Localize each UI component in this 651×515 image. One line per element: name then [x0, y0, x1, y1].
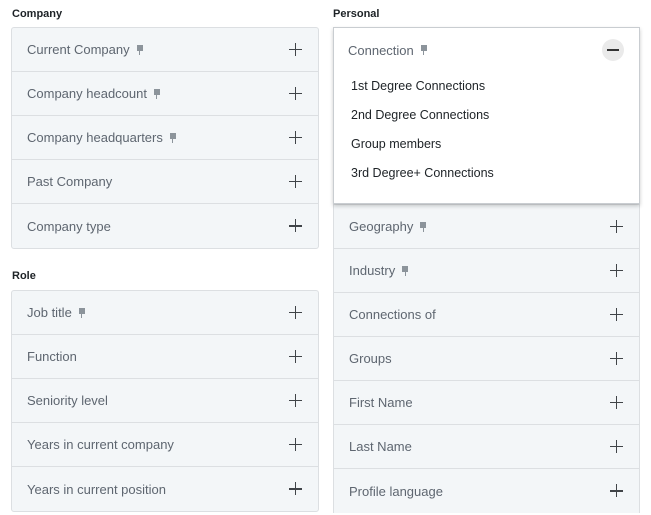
filter-label: Industry: [349, 263, 396, 278]
filter-label: Groups: [349, 351, 392, 366]
personal-filter-list: Geography Industry Connections of Groups Fir…: [333, 160, 640, 513]
filter-years-in-current-company[interactable]: Years in current company: [12, 423, 318, 467]
filter-label: Geography: [349, 219, 414, 234]
collapse-minus-icon[interactable]: [602, 39, 624, 61]
filter-label: Years in current company: [27, 437, 174, 452]
filter-first-name[interactable]: First Name: [334, 381, 639, 425]
pin-icon: [153, 88, 161, 99]
add-plus-icon[interactable]: [289, 305, 303, 320]
filter-geography[interactable]: Geography: [334, 205, 639, 249]
filter-label-wrap: Groups: [349, 351, 610, 366]
company-section-label: Company: [12, 8, 63, 20]
filter-label-wrap: First Name: [349, 395, 610, 410]
add-plus-icon[interactable]: [289, 42, 303, 57]
filter-label-wrap: Past Company: [27, 174, 289, 189]
filter-label: Company type: [27, 218, 111, 234]
add-plus-icon[interactable]: [610, 439, 624, 454]
pin-icon: [169, 132, 177, 143]
filter-company-headcount[interactable]: Company headcount: [12, 72, 318, 116]
filter-past-company[interactable]: Past Company: [12, 160, 318, 204]
filter-label-wrap: Profile language: [349, 484, 610, 499]
filter-label-wrap: Seniority level: [27, 393, 289, 408]
add-plus-icon[interactable]: [610, 307, 624, 322]
filter-profile-language[interactable]: Profile language: [334, 469, 639, 513]
filter-function[interactable]: Function: [12, 335, 318, 379]
filter-current-company[interactable]: Current Company: [12, 28, 318, 72]
filter-label-wrap: Geography: [349, 219, 610, 234]
connection-option[interactable]: 3rd Degree+ Connections: [351, 166, 494, 180]
filter-years-in-current-position[interactable]: Years in current position: [12, 467, 318, 511]
add-plus-icon[interactable]: [610, 484, 624, 498]
pin-icon: [419, 221, 427, 232]
connection-options: 1st Degree Connections 2nd Degree Connec…: [348, 72, 639, 188]
connection-option[interactable]: 2nd Degree Connections: [351, 108, 490, 122]
add-plus-icon[interactable]: [289, 349, 303, 364]
filter-label-wrap: Connections of: [349, 307, 610, 322]
filter-label: Job title: [27, 305, 72, 320]
add-plus-icon[interactable]: [289, 130, 303, 145]
filter-label-wrap: Job title: [27, 305, 289, 320]
add-plus-icon[interactable]: [289, 437, 303, 452]
filter-label-wrap: Company type: [27, 219, 289, 234]
connection-filter-label: Connection: [348, 42, 414, 58]
filter-company-type[interactable]: Company type: [12, 204, 318, 248]
filter-label: Last Name: [349, 439, 412, 454]
filter-label: First Name: [349, 395, 413, 410]
role-section-label: Role: [12, 270, 36, 282]
filter-label-wrap: Years in current position: [27, 482, 289, 497]
filter-label-wrap: Company headcount: [27, 86, 289, 101]
add-plus-icon[interactable]: [610, 263, 624, 278]
filter-last-name[interactable]: Last Name: [334, 425, 639, 469]
connection-option[interactable]: Group members: [351, 137, 442, 151]
filter-label: Past Company: [27, 174, 113, 189]
filter-label: Company headcount: [27, 86, 147, 101]
add-plus-icon[interactable]: [610, 395, 624, 410]
filter-label-wrap: Years in current company: [27, 437, 289, 452]
filter-label-wrap: Current Company: [27, 42, 289, 57]
connection-option[interactable]: 1st Degree Connections: [351, 79, 486, 93]
filter-label: Current Company: [27, 42, 130, 57]
personal-section-label: Personal: [333, 8, 380, 20]
filter-connections-of[interactable]: Connections of: [334, 293, 639, 337]
pin-icon: [420, 45, 428, 55]
add-plus-icon[interactable]: [289, 219, 303, 233]
filter-label-wrap: Company headquarters: [27, 130, 289, 145]
filter-label: Profile language: [349, 483, 443, 499]
filter-groups[interactable]: Groups: [334, 337, 639, 381]
connection-filter-header[interactable]: Connection: [348, 28, 639, 72]
pin-icon: [401, 265, 409, 276]
role-filter-list: Job title Function Seniority level Years in…: [11, 290, 319, 512]
add-plus-icon[interactable]: [289, 482, 303, 496]
company-filter-list: Current Company Company headcount Company …: [11, 27, 319, 249]
filter-label-wrap: Industry: [349, 263, 610, 278]
filter-industry[interactable]: Industry: [334, 249, 639, 293]
filter-label: Company headquarters: [27, 130, 163, 145]
add-plus-icon[interactable]: [289, 174, 303, 189]
filter-label: Years in current position: [27, 481, 166, 497]
filter-label: Function: [27, 349, 77, 364]
filter-label: Connections of: [349, 307, 436, 322]
filter-job-title[interactable]: Job title: [12, 291, 318, 335]
filter-label-wrap: Last Name: [349, 439, 610, 454]
pin-icon: [78, 307, 86, 318]
filter-seniority-level[interactable]: Seniority level: [12, 379, 318, 423]
filter-label-wrap: Function: [27, 349, 289, 364]
add-plus-icon[interactable]: [610, 219, 624, 234]
filter-label: Seniority level: [27, 393, 108, 408]
connection-filter-expanded: Connection 1st Degree Connections 2nd De…: [333, 27, 640, 204]
filter-company-headquarters[interactable]: Company headquarters: [12, 116, 318, 160]
add-plus-icon[interactable]: [289, 86, 303, 101]
add-plus-icon[interactable]: [610, 351, 624, 366]
pin-icon: [136, 44, 144, 55]
add-plus-icon[interactable]: [289, 393, 303, 408]
